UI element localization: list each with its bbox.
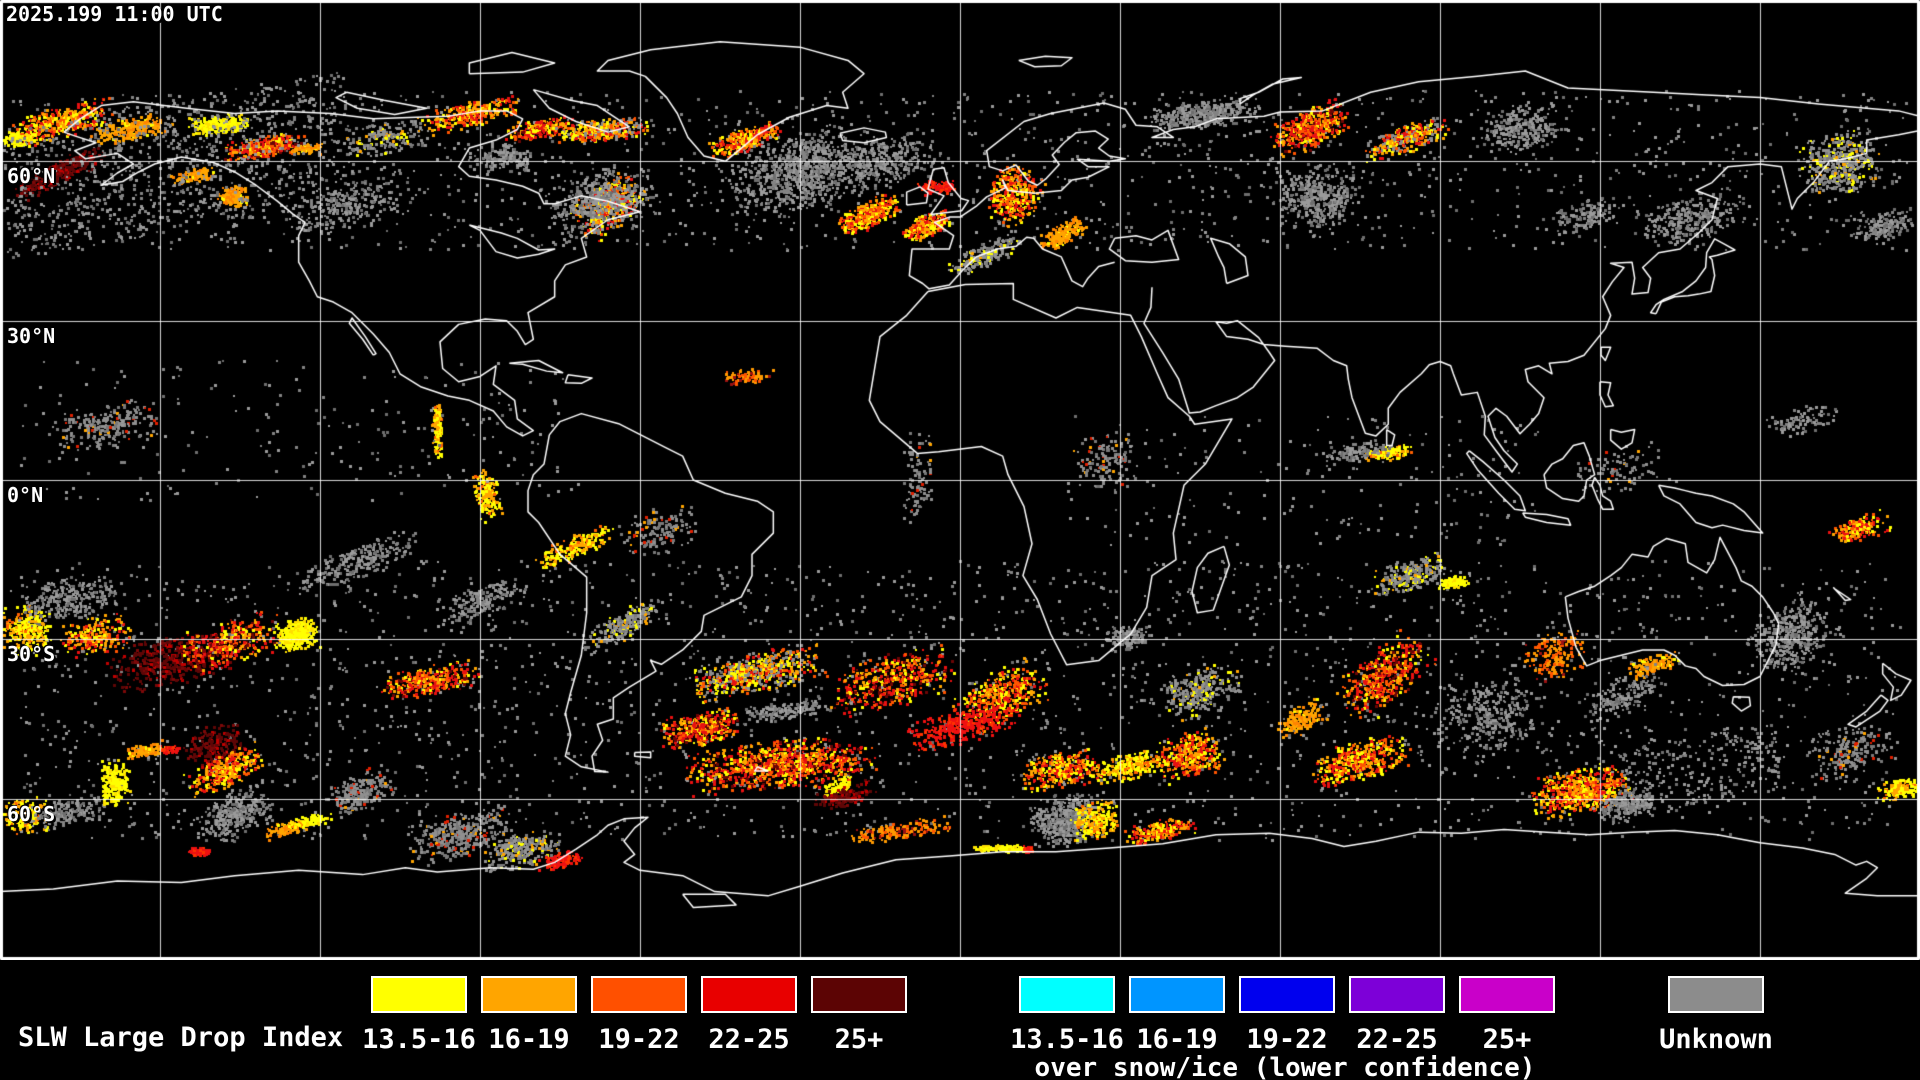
legend-range-label: 19-22 [1246,1024,1328,1055]
latitude-label-0n: 0°N [7,483,44,507]
legend-unknown-label: Unknown [1659,1024,1773,1055]
legend-swatch-cool-1 [1019,976,1115,1013]
legend-swatch-cool-4 [1349,976,1445,1013]
legend-swatch-cool-3 [1239,976,1335,1013]
legend-swatch-warm-4 [701,976,797,1013]
world-map-canvas [0,0,1920,960]
latitude-label-60s: 60°S [7,801,56,826]
legend-swatch-warm-3 [591,976,687,1013]
legend-swatch-warm-1 [371,976,467,1013]
latitude-label-60n: 60°N [7,164,56,189]
legend-range-label: 13.5-16 [362,1024,476,1055]
legend-swatch-warm-2 [481,976,577,1013]
legend-range-label: 22-25 [708,1024,790,1055]
legend-swatch-cool-2 [1129,976,1225,1013]
legend-swatch-unknown [1668,976,1764,1013]
legend-range-label: 25+ [1482,1024,1532,1055]
legend-range-label: 25+ [834,1024,884,1055]
latitude-label-30s: 30°S [7,642,56,667]
legend-range-label: 16-19 [488,1024,570,1055]
legend-range-label: 19-22 [598,1024,680,1055]
legend-snow-ice-caption: over snow/ice (lower confidence) [1034,1053,1536,1080]
legend-range-label: 22-25 [1356,1024,1438,1055]
latitude-label-30n: 30°N [7,323,56,348]
legend-title: SLW Large Drop Index [18,1022,344,1053]
legend-swatch-warm-5 [811,976,907,1013]
timestamp: 2025.199 11:00 UTC [6,2,223,26]
legend-range-label: 13.5-16 [1010,1024,1124,1055]
legend-swatch-cool-5 [1459,976,1555,1013]
legend-range-label: 16-19 [1136,1024,1218,1055]
